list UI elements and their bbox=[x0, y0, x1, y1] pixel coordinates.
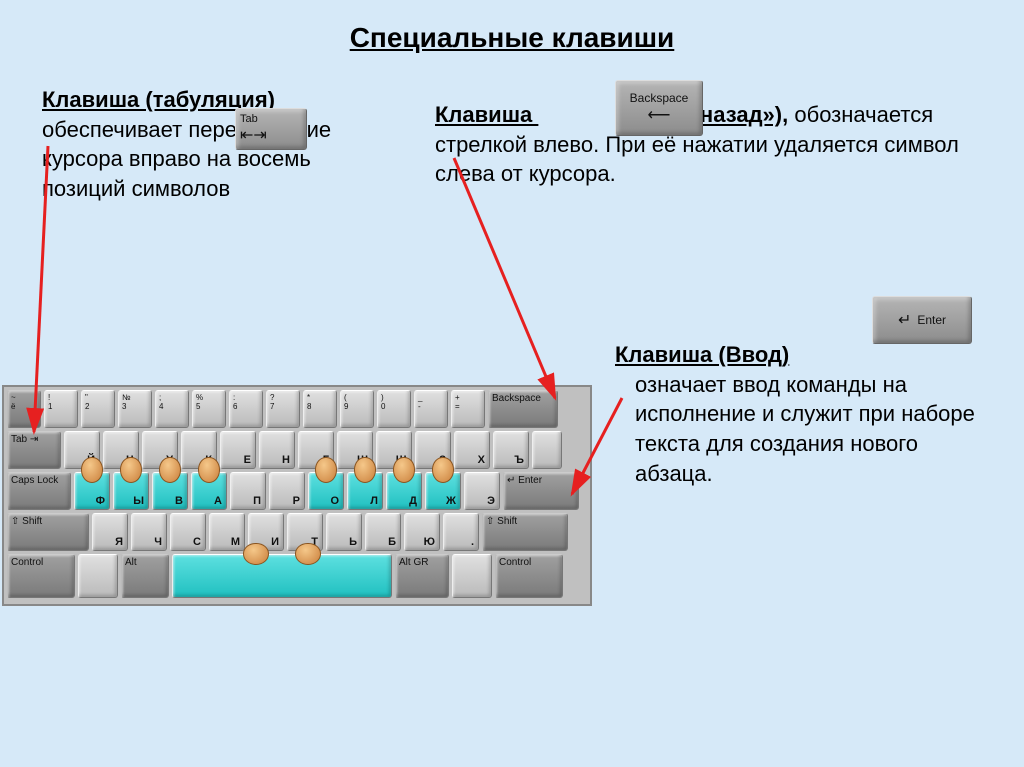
key-В: В bbox=[152, 472, 188, 510]
key: "2 bbox=[81, 390, 115, 428]
keyboard-row: ⇧ ShiftЯЧСМИТЬБЮ.⇧ Shift bbox=[7, 513, 587, 551]
key-Е: Е bbox=[220, 431, 256, 469]
key: += bbox=[451, 390, 485, 428]
page-title: Специальные клавиши bbox=[0, 0, 1024, 54]
key: %5 bbox=[192, 390, 226, 428]
tab-description: Клавиша (табуляция) обеспечивает перемещ… bbox=[42, 85, 382, 204]
key-altgr: Alt GR bbox=[395, 554, 449, 598]
key: ;4 bbox=[155, 390, 189, 428]
keyboard-row: Caps LockФЫВАПРОЛДЖЭ↵ Enter bbox=[7, 472, 587, 510]
key-Ю: Ю bbox=[404, 513, 440, 551]
key-alt: Alt bbox=[121, 554, 169, 598]
enter-description: Клавиша (Ввод) означает ввод команды на … bbox=[615, 340, 995, 488]
enter-body: означает ввод команды на исполнение и сл… bbox=[635, 370, 995, 489]
enter-arrow-icon: ↵ bbox=[898, 310, 911, 330]
keyboard-diagram: ~ё!1"2№3;4%5:6?7*8(9)0_-+=BackspaceTab ⇥… bbox=[2, 385, 592, 606]
key-С: С bbox=[170, 513, 206, 551]
finger-icon bbox=[315, 457, 337, 483]
bksp-cap-label: Backspace bbox=[630, 91, 689, 105]
keyboard-row: Control Alt Alt GR Control bbox=[7, 554, 587, 598]
key-control: Control bbox=[495, 554, 563, 598]
key-Р: Р bbox=[269, 472, 305, 510]
key-Э: Э bbox=[464, 472, 500, 510]
finger-icon bbox=[81, 457, 103, 483]
key-Ь: Ь bbox=[326, 513, 362, 551]
finger-icon bbox=[198, 457, 220, 483]
bksp-arrow-icon: ⟵ bbox=[648, 105, 671, 125]
key-Ф: Ф bbox=[74, 472, 110, 510]
key-О: О bbox=[308, 472, 344, 510]
finger-icon bbox=[120, 457, 142, 483]
backspace-description: Клавиша («шаг назад»), обозначается стре… bbox=[435, 100, 995, 189]
key-.: . bbox=[443, 513, 479, 551]
key-Я: Я bbox=[92, 513, 128, 551]
key-А: А bbox=[191, 472, 227, 510]
key-Б: Б bbox=[365, 513, 401, 551]
key bbox=[532, 431, 562, 469]
finger-icon bbox=[243, 543, 269, 565]
key-shift: ⇧ Shift bbox=[482, 513, 568, 551]
key-Н: Н bbox=[259, 431, 295, 469]
key-Ъ: Ъ bbox=[493, 431, 529, 469]
finger-icon bbox=[432, 457, 454, 483]
enter-cap-label: Enter bbox=[917, 313, 946, 327]
tab-keycap-illustration: Tab ⇤⇥ bbox=[235, 108, 307, 150]
key bbox=[452, 554, 492, 598]
key bbox=[172, 554, 392, 598]
keyboard-row: ~ё!1"2№3;4%5:6?7*8(9)0_-+=Backspace bbox=[7, 390, 587, 428]
key-enter: ↵ Enter bbox=[503, 472, 579, 510]
key: ?7 bbox=[266, 390, 300, 428]
finger-icon bbox=[159, 457, 181, 483]
enter-lead: Клавиша (Ввод) bbox=[615, 342, 789, 367]
key-capslock: Caps Lock bbox=[7, 472, 71, 510]
key-Д: Д bbox=[386, 472, 422, 510]
key: *8 bbox=[303, 390, 337, 428]
enter-keycap-illustration: ↵ Enter bbox=[872, 296, 972, 344]
key-Ж: Ж bbox=[425, 472, 461, 510]
key-Ч: Ч bbox=[131, 513, 167, 551]
tab-cap-label: Tab bbox=[240, 113, 258, 125]
key: :6 bbox=[229, 390, 263, 428]
key: )0 bbox=[377, 390, 411, 428]
key-control: Control bbox=[7, 554, 75, 598]
tab-arrows-icon: ⇤⇥ bbox=[240, 125, 267, 145]
key: ~ё bbox=[7, 390, 41, 428]
key-Ы: Ы bbox=[113, 472, 149, 510]
finger-icon bbox=[354, 457, 376, 483]
key-М: М bbox=[209, 513, 245, 551]
backspace-keycap-illustration: Backspace ⟵ bbox=[615, 80, 703, 136]
bksp-lead-a: Клавиша bbox=[435, 102, 538, 127]
key: _- bbox=[414, 390, 448, 428]
finger-icon bbox=[295, 543, 321, 565]
key: !1 bbox=[44, 390, 78, 428]
key: (9 bbox=[340, 390, 374, 428]
key-tab: Tab ⇥ bbox=[7, 431, 61, 469]
finger-icon bbox=[393, 457, 415, 483]
key-П: П bbox=[230, 472, 266, 510]
key-shift: ⇧ Shift bbox=[7, 513, 89, 551]
key: №3 bbox=[118, 390, 152, 428]
key-Л: Л bbox=[347, 472, 383, 510]
key-Х: Х bbox=[454, 431, 490, 469]
key-backspace: Backspace bbox=[488, 390, 558, 428]
key bbox=[78, 554, 118, 598]
